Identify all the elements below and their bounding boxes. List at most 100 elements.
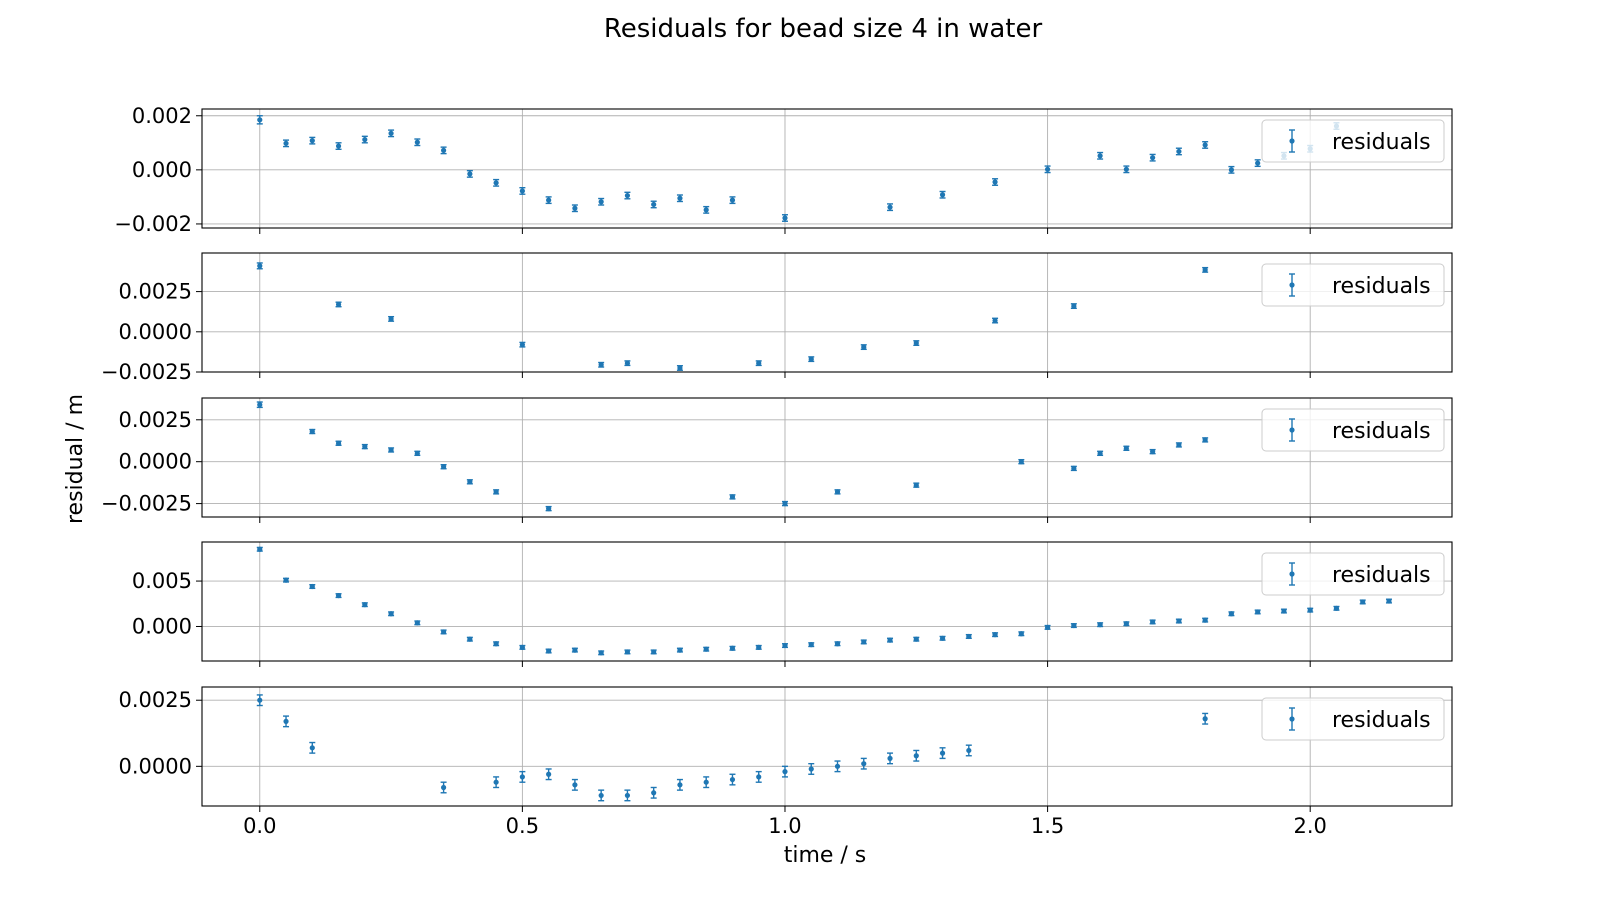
data-point	[965, 744, 972, 757]
data-point	[466, 636, 473, 642]
data-point	[1175, 442, 1182, 448]
data-series	[256, 262, 1209, 371]
data-point	[913, 749, 920, 762]
data-point	[624, 360, 631, 367]
marker	[1202, 716, 1208, 722]
marker	[992, 179, 998, 185]
marker	[309, 583, 315, 590]
data-point	[755, 360, 762, 367]
marker	[440, 464, 447, 470]
marker	[913, 636, 919, 642]
data-point	[992, 317, 999, 324]
marker	[362, 136, 368, 143]
marker	[834, 489, 841, 495]
data-point	[571, 647, 578, 653]
data-point	[887, 752, 894, 765]
marker	[651, 649, 657, 655]
marker	[388, 447, 394, 453]
marker	[257, 263, 263, 269]
marker	[782, 769, 788, 775]
data-point	[939, 190, 946, 199]
data-point	[493, 489, 500, 495]
marker	[1097, 450, 1103, 456]
data-point	[1070, 303, 1077, 310]
data-point	[1280, 608, 1287, 614]
legend: residuals	[1261, 552, 1445, 596]
data-point	[335, 142, 342, 150]
marker	[1018, 631, 1024, 637]
data-point	[781, 642, 788, 649]
data-point	[729, 773, 736, 786]
marker	[624, 792, 631, 799]
marker	[1386, 598, 1392, 604]
legend-box	[1261, 552, 1445, 596]
data-point	[1254, 609, 1261, 615]
axes-frame	[201, 686, 1453, 807]
marker	[624, 649, 631, 655]
y-tick-label: 0.0000	[119, 450, 192, 474]
data-point	[624, 191, 631, 200]
data-point	[1333, 605, 1340, 611]
axes-frame	[201, 108, 1453, 229]
data-series	[256, 115, 1340, 222]
data-point	[808, 642, 815, 648]
marker	[677, 195, 683, 201]
data-point	[1202, 437, 1209, 443]
marker	[519, 188, 525, 194]
data-point	[650, 649, 657, 655]
marker	[493, 779, 499, 785]
data-point	[808, 762, 815, 775]
marker	[677, 365, 683, 371]
marker	[1202, 617, 1208, 623]
data-point	[1228, 165, 1235, 174]
data-point	[1202, 141, 1209, 149]
marker	[861, 344, 867, 350]
data-point	[519, 341, 526, 348]
data-point	[519, 770, 526, 783]
data-point	[965, 633, 972, 640]
subplot-5: 0.0 0.5 1.0 1.5 2.0 0.0000 0.0025 residuals	[119, 686, 1453, 838]
marker	[388, 130, 394, 136]
y-tick-label: 0.000	[132, 614, 192, 638]
y-tick-label: 0.0025	[119, 280, 192, 304]
marker	[1255, 609, 1261, 615]
legend-marker	[1289, 716, 1295, 722]
marker	[1202, 437, 1208, 443]
marker	[1176, 618, 1182, 624]
data-point	[913, 340, 920, 347]
data-point	[309, 136, 316, 145]
marker	[1176, 442, 1182, 448]
legend-label: residuals	[1332, 419, 1431, 444]
data-point	[361, 443, 368, 450]
x-tick-label: 0.5	[506, 814, 539, 838]
marker	[546, 197, 552, 203]
data-point	[887, 203, 894, 212]
data-point	[440, 146, 447, 155]
data-point	[545, 768, 552, 781]
data-point	[256, 115, 263, 125]
axes-frame	[201, 541, 1453, 662]
x-axis-label: time / s	[784, 843, 867, 868]
legend-box	[1261, 119, 1445, 163]
marker	[887, 637, 893, 643]
marker	[572, 647, 578, 653]
marker	[887, 755, 893, 762]
marker	[913, 340, 919, 346]
data-point	[309, 741, 316, 754]
marker	[598, 650, 604, 656]
x-tick-label: 1.5	[1031, 814, 1064, 838]
legend-marker	[1289, 282, 1295, 288]
data-point	[1123, 165, 1130, 174]
marker	[572, 782, 578, 788]
data-point	[676, 194, 683, 203]
data-point	[1097, 622, 1104, 628]
marker	[598, 792, 604, 799]
marker	[1176, 148, 1182, 155]
data-point	[256, 694, 263, 707]
data-point	[755, 644, 762, 650]
data-point	[808, 356, 815, 363]
x-tick-label: 1.0	[768, 814, 801, 838]
data-point	[598, 361, 605, 368]
data-point	[388, 129, 395, 138]
marker	[1228, 611, 1235, 617]
